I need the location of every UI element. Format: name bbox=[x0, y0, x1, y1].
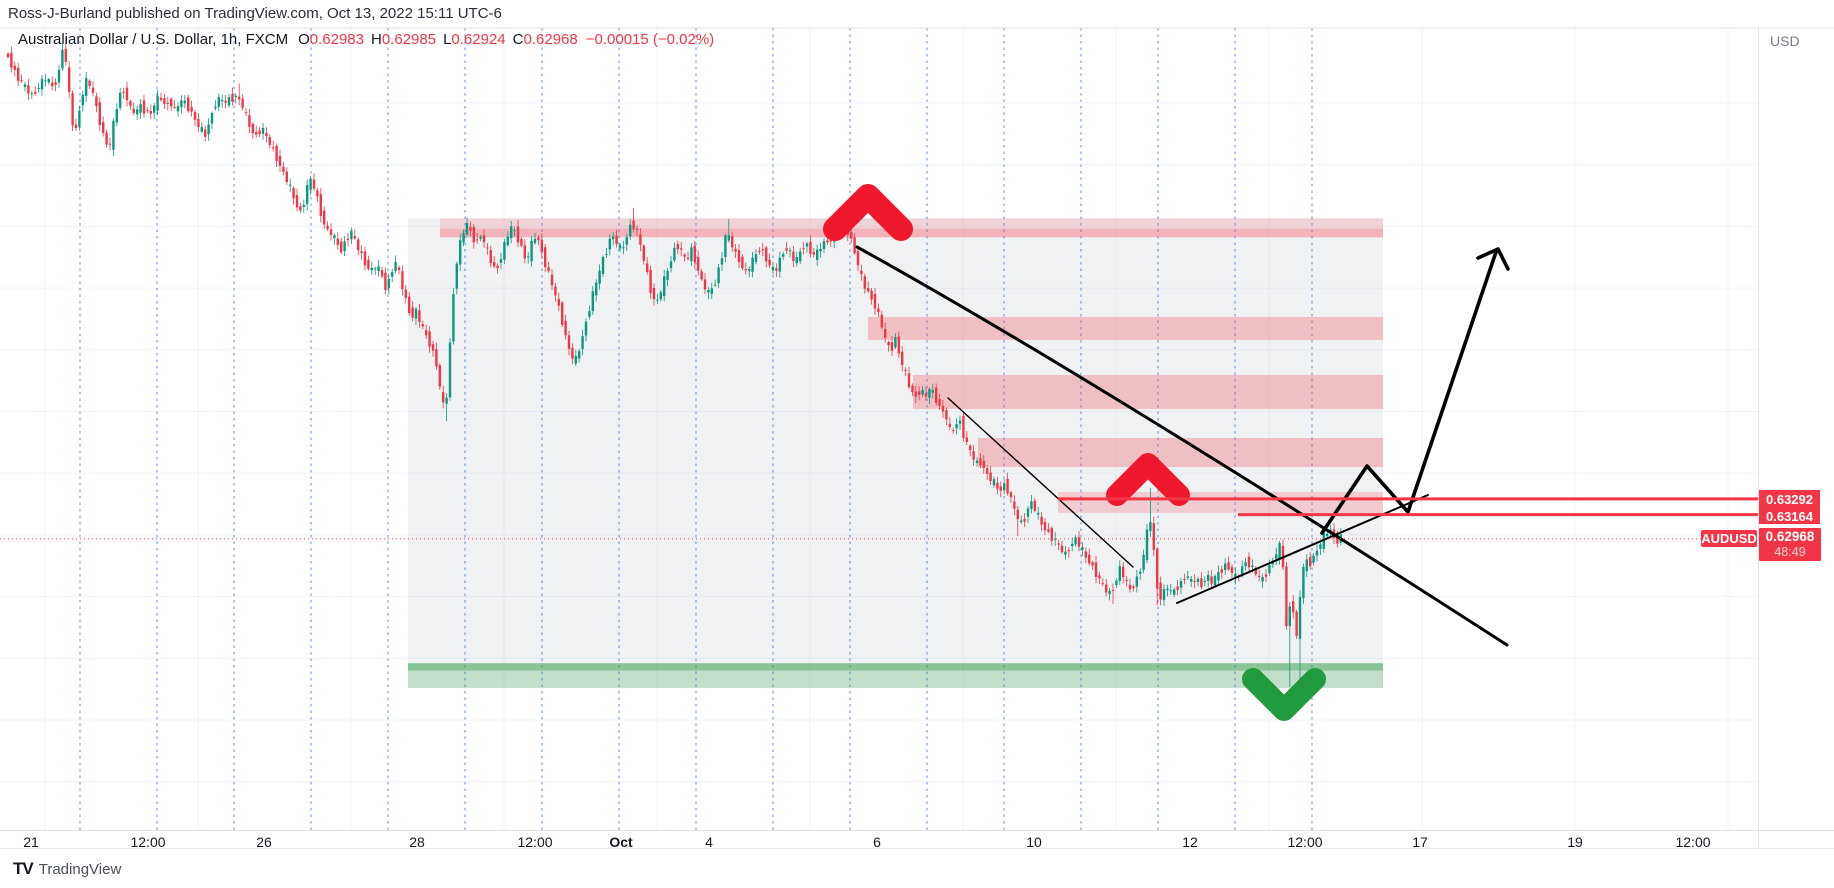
time-axis-label: 12:00 bbox=[1675, 834, 1711, 850]
projection-arrowhead bbox=[1476, 247, 1510, 271]
time-axis-label: 21 bbox=[23, 834, 39, 850]
downtrend-line-main bbox=[855, 245, 1509, 647]
time-axis-label: 19 bbox=[1567, 834, 1583, 850]
chart-legend[interactable]: Australian Dollar / U.S. Dollar, 1h, FXC… bbox=[18, 31, 714, 48]
time-axis-label: 12:00 bbox=[517, 834, 553, 850]
sell-chevron-1 bbox=[823, 184, 913, 241]
time-axis-label: 17 bbox=[1412, 834, 1428, 850]
ohlc-low-value: 0.62924 bbox=[451, 31, 506, 48]
downtrend-line-thin bbox=[947, 397, 1134, 568]
price-level-label-1: 0.63292 bbox=[1759, 490, 1820, 508]
horizontal-price-levels[interactable] bbox=[1058, 497, 1758, 517]
resistance-3 bbox=[913, 374, 1383, 409]
support-main bbox=[408, 670, 1383, 688]
bar-countdown: 48:49 bbox=[1774, 545, 1806, 559]
tradingview-logo-icon: TV bbox=[13, 859, 34, 878]
time-axis-label: 10 bbox=[1026, 834, 1042, 850]
time-axis-label: 12 bbox=[1182, 834, 1198, 850]
rising-support-line bbox=[1176, 494, 1429, 604]
time-axis-label: 12:00 bbox=[130, 834, 166, 850]
horizontal-gridlines bbox=[0, 102, 1758, 783]
buy-chevron bbox=[1242, 668, 1326, 721]
chevron-markers bbox=[823, 184, 1326, 721]
symbol-title[interactable]: Australian Dollar / U.S. Dollar, 1h, FXC… bbox=[18, 31, 289, 48]
price-axis[interactable]: 0.665000.660000.655000.650000.645000.640… bbox=[1758, 28, 1834, 848]
attribution-text: Ross-J-Burland published on TradingView.… bbox=[8, 5, 502, 22]
last-price-label: 0.62968 48:49 bbox=[1759, 528, 1821, 561]
resistance-4 bbox=[978, 438, 1383, 468]
tradingview-logo[interactable]: TV TradingView bbox=[13, 859, 121, 879]
pane-borders bbox=[0, 27, 1834, 849]
ohlc-open-value: 0.62983 bbox=[309, 31, 364, 48]
tradingview-logo-text: TradingView bbox=[38, 860, 122, 878]
analysis-range-box bbox=[408, 218, 1383, 688]
ohlc-open-label: O bbox=[298, 31, 310, 48]
sell-chevron-2 bbox=[1106, 453, 1190, 506]
time-axis-label: 28 bbox=[409, 834, 425, 850]
ohlc-high-label: H bbox=[371, 31, 382, 48]
time-axis[interactable]: 21 12:00 26 28 12:00 Oct 4 6 10 12 12:00 17 19 12:00 bbox=[0, 830, 1758, 850]
price-level-label-2: 0.63164 bbox=[1759, 508, 1820, 524]
ohlc-high-value: 0.62985 bbox=[381, 31, 437, 48]
time-axis-label: 4 bbox=[705, 834, 713, 850]
ohlc-close-label: C bbox=[512, 31, 524, 48]
ohlc-close-value: 0.62968 bbox=[523, 31, 578, 48]
support-top bbox=[408, 663, 1383, 671]
time-axis-label: 26 bbox=[256, 834, 272, 850]
resistance-5 bbox=[1058, 491, 1383, 513]
candlestick-series bbox=[6, 37, 1342, 687]
change-value: −0.00015 (−0.02%) bbox=[585, 31, 715, 48]
ohlc-low-label: L bbox=[443, 31, 452, 48]
time-axis-label: 6 bbox=[873, 834, 881, 850]
quote-currency-label: USD bbox=[1770, 33, 1800, 49]
time-axis-label: 12:00 bbox=[1287, 834, 1323, 850]
time-axis-label: Oct bbox=[609, 834, 633, 850]
symbol-price-tag: AUDUSD bbox=[1701, 530, 1757, 547]
last-price-value: 0.62968 bbox=[1765, 529, 1815, 544]
resistance-2 bbox=[868, 316, 1383, 340]
